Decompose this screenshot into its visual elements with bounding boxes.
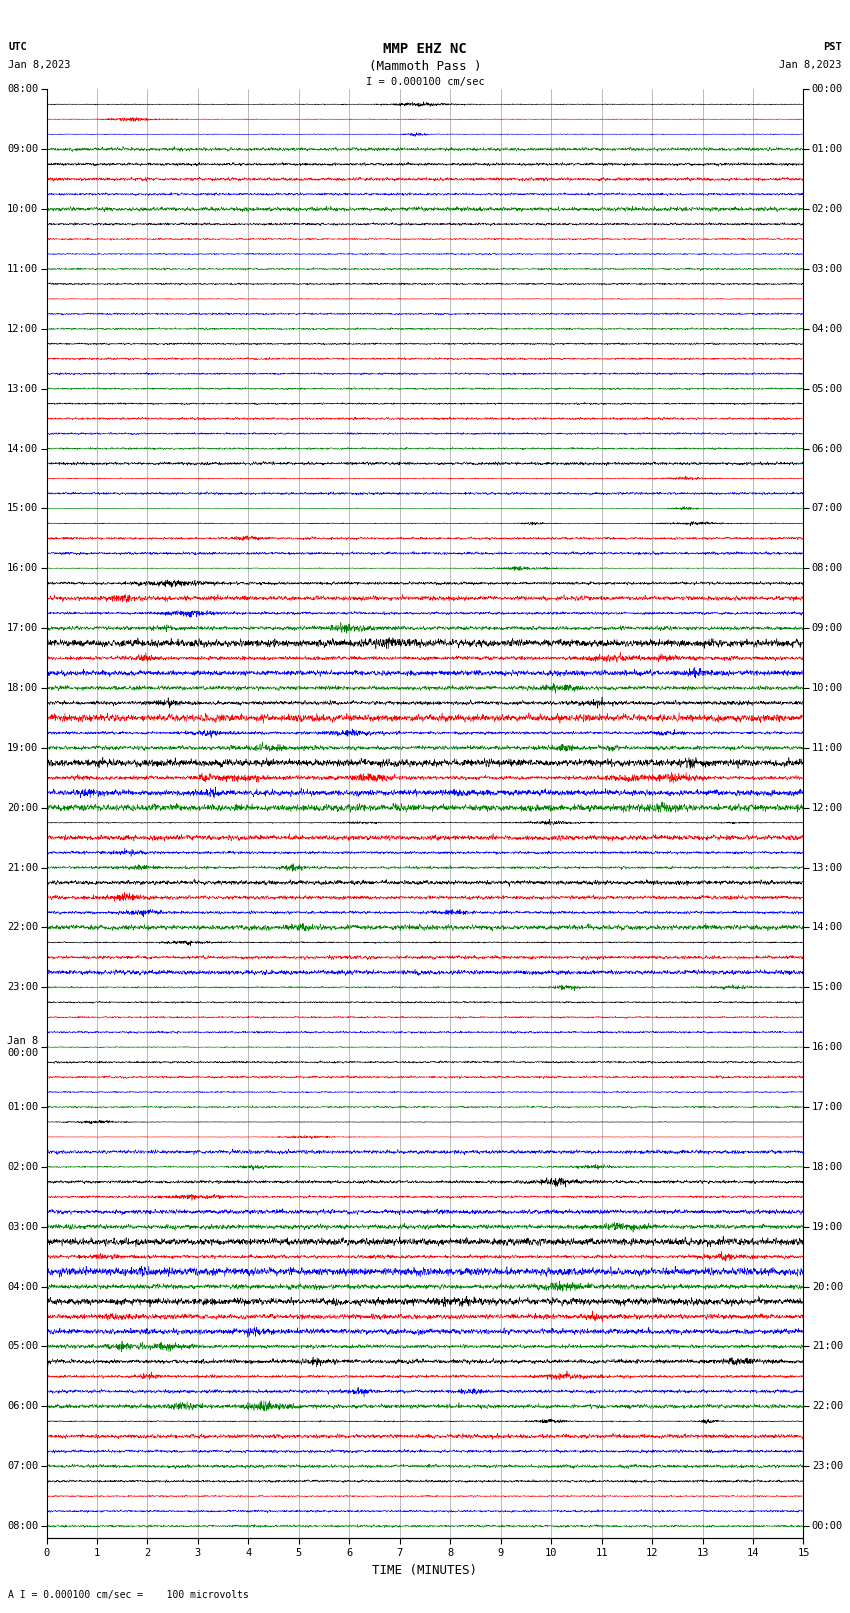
Text: PST: PST bbox=[823, 42, 842, 52]
Text: Jan 8,2023: Jan 8,2023 bbox=[779, 60, 842, 69]
Text: UTC: UTC bbox=[8, 42, 27, 52]
X-axis label: TIME (MINUTES): TIME (MINUTES) bbox=[372, 1565, 478, 1578]
Text: A I = 0.000100 cm/sec =    100 microvolts: A I = 0.000100 cm/sec = 100 microvolts bbox=[8, 1590, 249, 1600]
Text: I = 0.000100 cm/sec: I = 0.000100 cm/sec bbox=[366, 77, 484, 87]
Text: Jan 8,2023: Jan 8,2023 bbox=[8, 60, 71, 69]
Text: (Mammoth Pass ): (Mammoth Pass ) bbox=[369, 60, 481, 73]
Text: MMP EHZ NC: MMP EHZ NC bbox=[383, 42, 467, 56]
